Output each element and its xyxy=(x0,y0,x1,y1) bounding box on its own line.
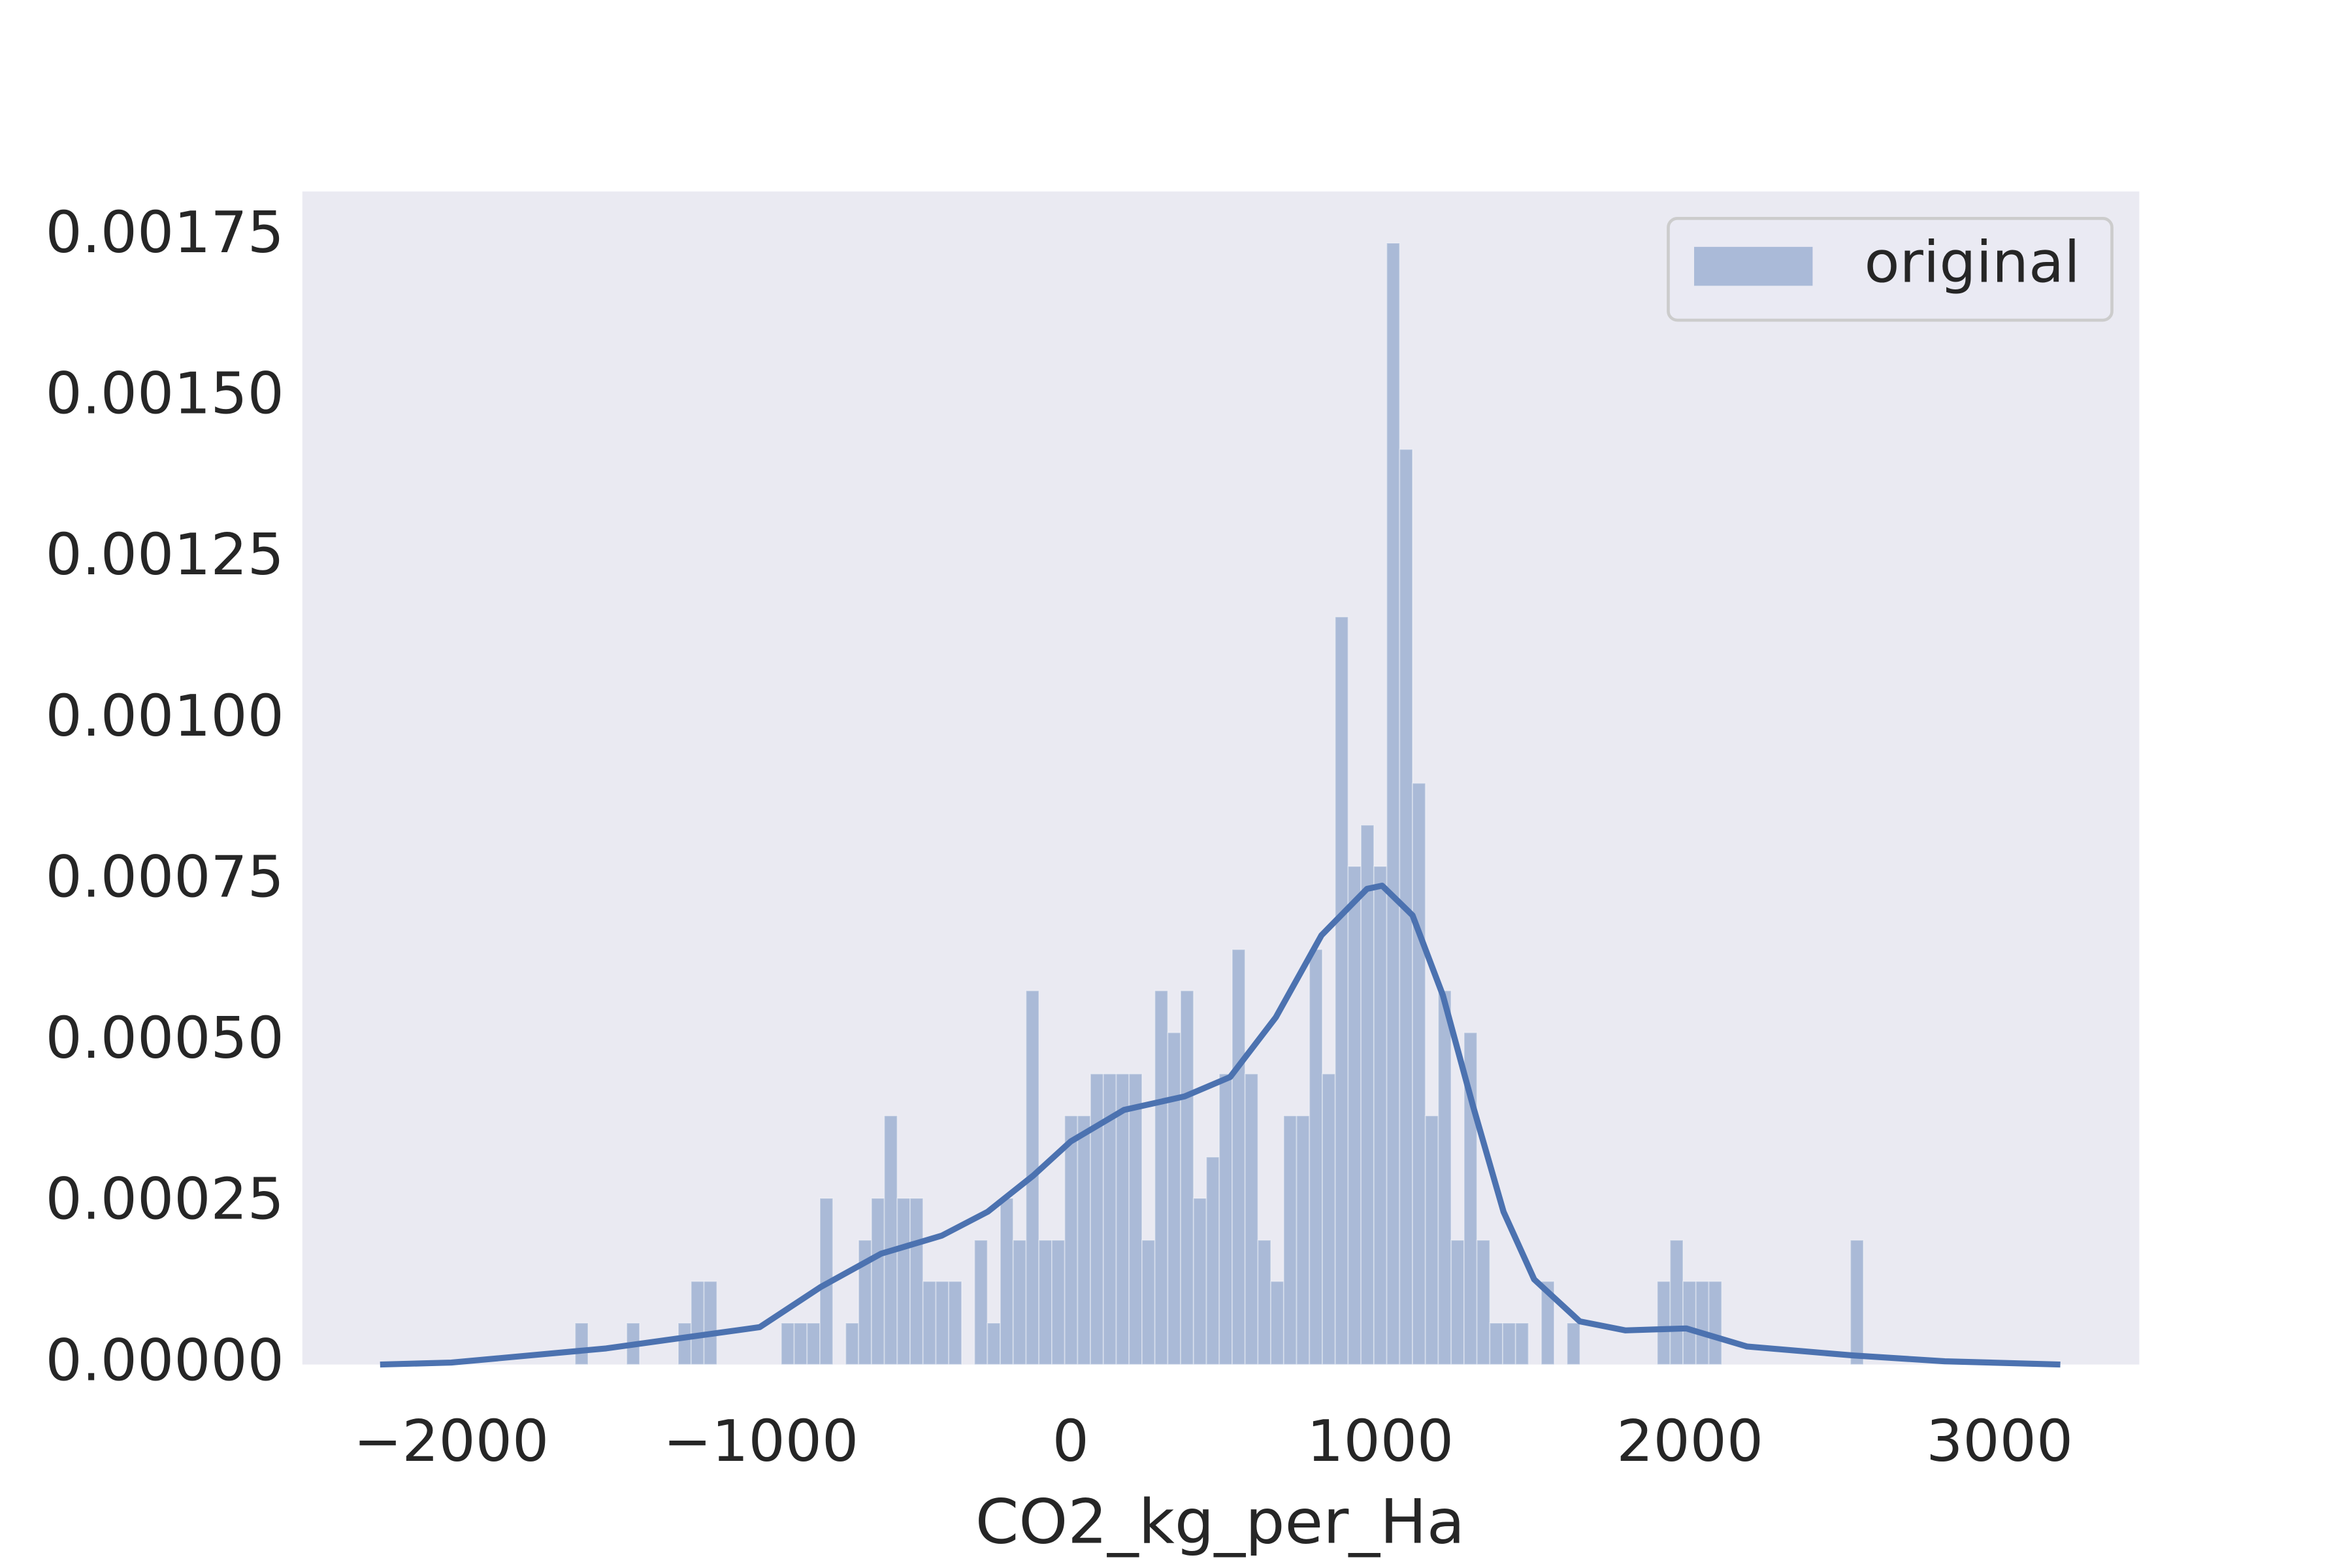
legend-label: original xyxy=(1864,229,2080,295)
bar xyxy=(1192,1198,1207,1365)
bar xyxy=(1695,1281,1710,1365)
bar xyxy=(1244,1073,1259,1365)
bar xyxy=(1347,866,1362,1365)
bar xyxy=(935,1281,950,1365)
bar xyxy=(1038,1239,1053,1365)
bar xyxy=(1476,1239,1491,1365)
bar xyxy=(1502,1322,1516,1365)
bar xyxy=(1232,949,1246,1365)
kde-line xyxy=(380,883,2061,1368)
bar xyxy=(973,1239,988,1365)
bar xyxy=(858,1239,872,1365)
bar xyxy=(1115,1073,1130,1365)
bar xyxy=(1257,1239,1272,1365)
y-tick-label: 0.00125 xyxy=(45,522,284,588)
bar xyxy=(1489,1322,1503,1365)
x-axis-label: CO2_kg_per_Ha xyxy=(975,1486,1465,1558)
bar xyxy=(678,1322,692,1365)
bar xyxy=(1437,990,1452,1365)
bar xyxy=(1334,616,1349,1365)
bar xyxy=(1154,990,1169,1365)
bar xyxy=(1205,1156,1220,1365)
bar xyxy=(922,1281,937,1365)
labels: 0.00000 0.00025 0.00050 0.00075 0.00100 0.001… xyxy=(45,200,2073,1475)
bar xyxy=(780,1322,795,1365)
bar xyxy=(1090,1073,1104,1365)
bar xyxy=(574,1322,589,1365)
bar xyxy=(883,1115,898,1365)
bar xyxy=(1270,1281,1284,1365)
y-tick-label: 0.00150 xyxy=(45,361,284,427)
bar xyxy=(1180,990,1194,1365)
bar xyxy=(987,1322,1001,1365)
bar xyxy=(870,1198,885,1365)
bar xyxy=(1373,866,1388,1365)
bar xyxy=(1218,1073,1233,1365)
y-tick-label: 0.00075 xyxy=(45,844,284,910)
lines xyxy=(380,883,2061,1368)
bar xyxy=(690,1281,705,1365)
y-tick-label: 0.00050 xyxy=(45,1005,284,1071)
bar xyxy=(793,1322,808,1365)
y-tick-label: 0.00100 xyxy=(45,683,284,749)
legend: original xyxy=(1667,217,2114,322)
bar xyxy=(1167,1032,1182,1365)
bars xyxy=(574,242,1865,1365)
bar xyxy=(948,1281,962,1365)
bar xyxy=(1386,242,1401,1365)
bar xyxy=(1000,1198,1014,1365)
bar xyxy=(1656,1281,1671,1365)
bar xyxy=(1669,1239,1684,1365)
bar xyxy=(1102,1073,1117,1365)
y-tick-label: 0.00175 xyxy=(45,200,284,266)
bar xyxy=(1450,1239,1465,1365)
plot-area xyxy=(302,191,2140,1365)
bar xyxy=(1424,1115,1439,1365)
x-tick-label: 2000 xyxy=(1616,1409,1763,1475)
bar xyxy=(1541,1281,1555,1365)
bar xyxy=(1051,1239,1066,1365)
bar xyxy=(1850,1239,1865,1365)
bar xyxy=(1682,1281,1697,1365)
bar xyxy=(1141,1239,1156,1365)
y-tick-label: 0.00025 xyxy=(45,1166,284,1232)
bar xyxy=(1282,1115,1298,1365)
bar xyxy=(845,1322,860,1365)
x-tick-label: 3000 xyxy=(1926,1409,2073,1475)
bar xyxy=(1064,1115,1079,1365)
legend-box xyxy=(1667,217,2114,322)
bar xyxy=(1296,1115,1311,1365)
bar xyxy=(1708,1281,1723,1365)
bar xyxy=(896,1198,911,1365)
bar xyxy=(1514,1322,1529,1365)
x-tick-label: −2000 xyxy=(353,1409,549,1475)
x-tick-label: 1000 xyxy=(1307,1409,1454,1475)
bar xyxy=(1309,949,1323,1365)
bar xyxy=(1077,1115,1091,1365)
bar xyxy=(806,1322,821,1365)
bar xyxy=(703,1281,718,1365)
x-tick-label: 0 xyxy=(1053,1409,1089,1475)
bar xyxy=(1322,1073,1336,1365)
x-tick-label: −1000 xyxy=(663,1409,858,1475)
bar xyxy=(909,1198,924,1365)
legend-swatch xyxy=(1694,246,1813,286)
bar xyxy=(1566,1322,1581,1365)
y-tick-label: 0.00000 xyxy=(45,1328,284,1394)
bar xyxy=(1012,1239,1027,1365)
bar xyxy=(1412,782,1426,1365)
bar xyxy=(1360,824,1375,1365)
bar xyxy=(1128,1073,1143,1365)
